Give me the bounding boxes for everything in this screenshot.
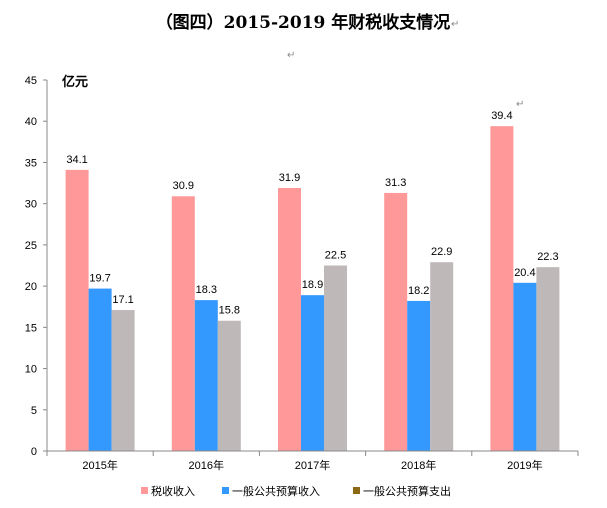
y-tick-label: 0 <box>31 446 37 458</box>
x-tick-label: 2015年 <box>82 458 117 472</box>
return-mark-icon: ↵ <box>516 99 524 110</box>
data-label: 30.9 <box>173 180 194 192</box>
y-tick-label: 10 <box>25 364 37 376</box>
legend-label: 一般公共预算支出 <box>363 484 451 498</box>
bar <box>513 282 537 451</box>
data-label: 19.7 <box>89 273 110 285</box>
bar <box>65 169 89 451</box>
data-label: 22.3 <box>537 251 558 263</box>
x-axis: 2015年 2016年 2017年 2018年 2019年 <box>46 450 579 472</box>
bar <box>194 300 218 451</box>
data-label: 22.5 <box>325 250 346 262</box>
data-label: 39.4 <box>491 110 512 122</box>
bar <box>384 192 408 451</box>
y-tick-label: 15 <box>25 322 37 334</box>
x-tick-label: 2017年 <box>295 458 330 472</box>
bar <box>278 188 301 451</box>
bar <box>430 262 454 451</box>
bar <box>324 265 347 451</box>
y-axis: 0 5 10 15 20 25 30 35 40 45 <box>25 75 48 458</box>
bar <box>536 267 560 451</box>
data-label: 15.8 <box>219 305 240 317</box>
y-tick-label: 35 <box>25 157 37 169</box>
legend-swatch <box>141 487 148 494</box>
y-unit-label: 亿元 <box>62 74 88 90</box>
legend-label: 税收收入 <box>151 484 195 498</box>
data-label: 17.1 <box>112 294 133 306</box>
bars <box>65 126 560 452</box>
legend-swatch <box>353 487 360 494</box>
chart-title: （图四）2015-2019 年财税收支情况 <box>156 12 451 33</box>
y-tick-label: 45 <box>25 75 37 87</box>
bar <box>171 196 195 451</box>
data-label: 18.3 <box>196 284 217 296</box>
bar <box>111 310 135 451</box>
return-mark-icon: ↵ <box>287 50 295 61</box>
y-tick-label: 20 <box>25 281 37 293</box>
y-tick-label: 40 <box>25 116 37 128</box>
y-tick-label: 5 <box>31 405 37 417</box>
data-label: 22.9 <box>431 246 452 258</box>
bar <box>88 288 112 451</box>
x-tick-label: 2019年 <box>507 458 542 472</box>
y-tick-label: 25 <box>25 240 37 252</box>
bar <box>490 126 514 452</box>
bar <box>407 300 431 451</box>
return-mark-icon: ↵ <box>451 19 459 30</box>
data-labels: 34.1 19.717.1 30.9 18.315.8 31.9 18.9 22.5 31.3… <box>66 110 558 317</box>
data-label: 18.2 <box>408 285 429 297</box>
legend-swatch <box>222 487 229 494</box>
x-tick-label: 2016年 <box>189 458 224 472</box>
data-label: 31.3 <box>385 177 406 189</box>
y-tick-label: 30 <box>25 199 37 211</box>
data-label: 34.1 <box>66 154 87 166</box>
data-label: 31.9 <box>279 172 300 184</box>
data-label: 20.4 <box>514 267 535 279</box>
legend-label: 一般公共预算收入 <box>232 484 320 498</box>
x-tick-label: 2018年 <box>401 458 436 472</box>
data-label: 18.9 <box>302 279 323 291</box>
bar <box>301 295 324 451</box>
legend: 税收收入 一般公共预算收入 一般公共预算支出 <box>141 484 451 498</box>
bar <box>217 320 241 451</box>
